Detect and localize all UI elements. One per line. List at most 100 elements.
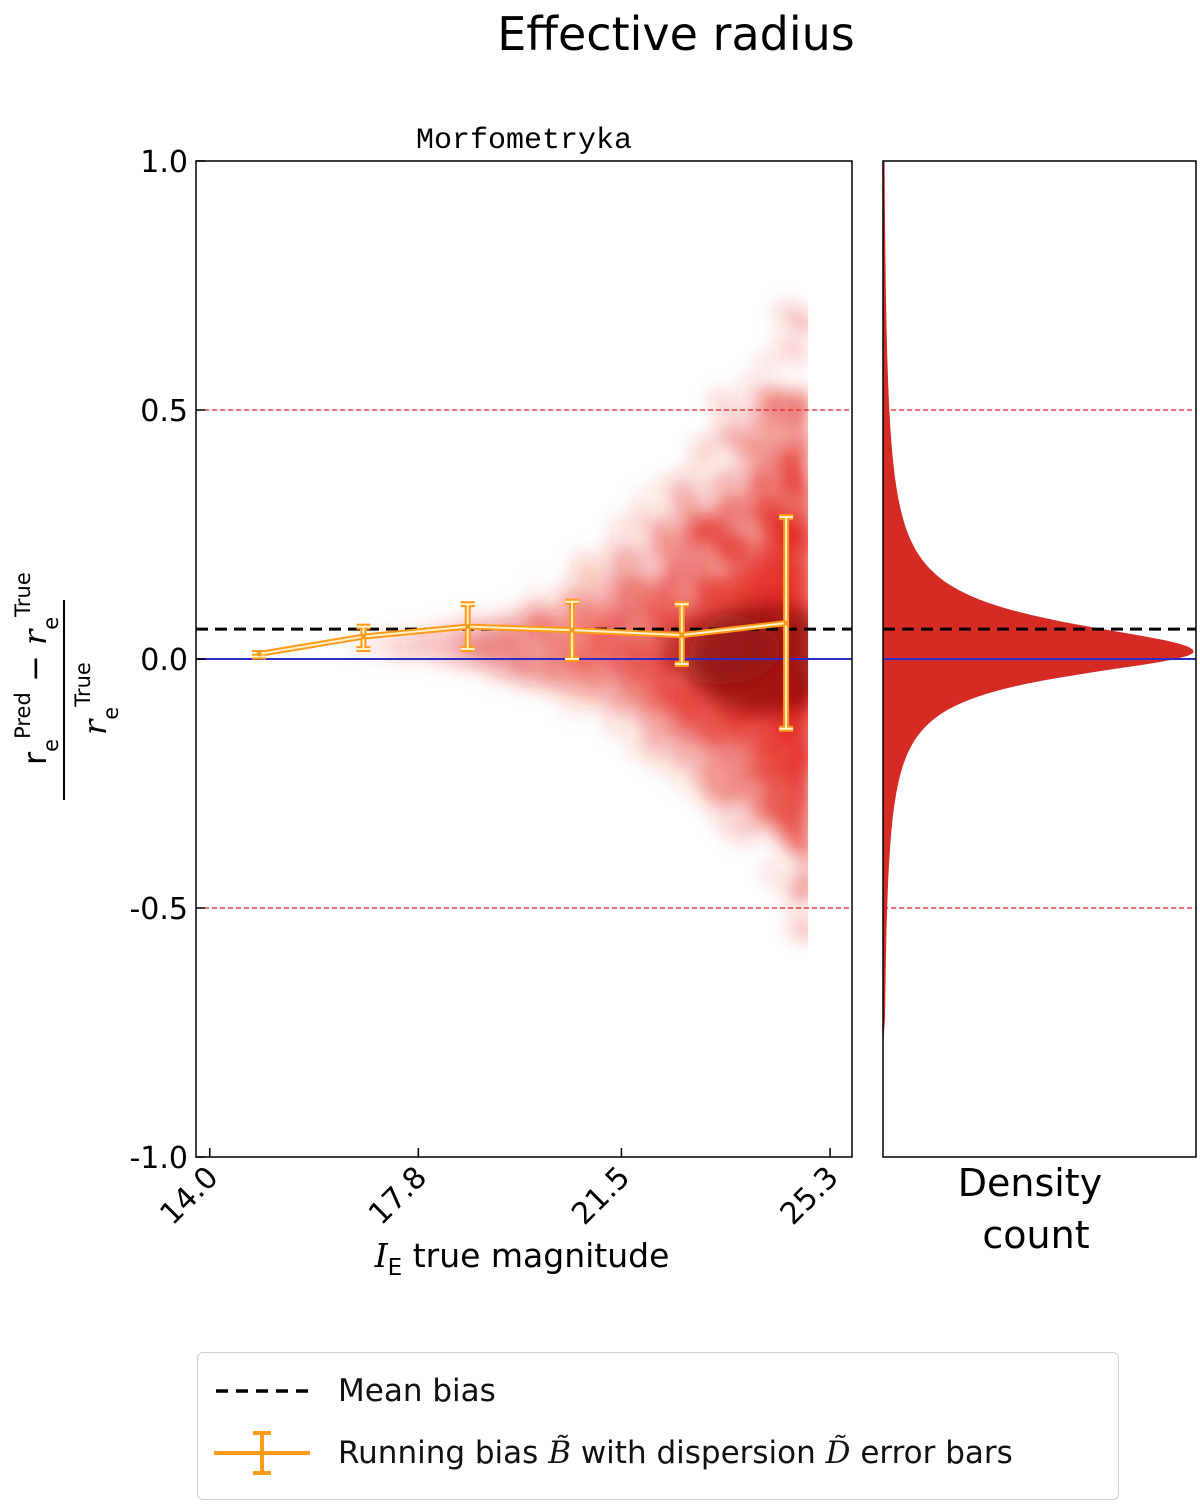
scatter-point	[787, 308, 809, 331]
scatter-point	[616, 694, 635, 713]
scatter-point	[725, 737, 746, 758]
scatter-point	[634, 563, 654, 582]
scatter-point	[710, 393, 731, 414]
scatter-point	[689, 754, 710, 774]
histogram-label-line: count	[982, 1213, 1089, 1257]
scatter-point	[657, 518, 676, 537]
scatter-point	[718, 753, 740, 774]
y-axis-label: rePred − reTrue reTrue	[11, 572, 123, 800]
scatter-point	[654, 708, 674, 728]
scatter-point	[570, 553, 588, 571]
scatter-point	[478, 608, 494, 624]
running-bias-point	[783, 620, 789, 626]
scatter-point	[766, 389, 788, 411]
scatter-point	[736, 579, 758, 601]
running-bias-series	[252, 514, 794, 732]
density-cloud	[346, 161, 852, 1157]
scatter-point	[687, 519, 708, 540]
scatter-point	[763, 862, 785, 884]
running-bias-point	[256, 651, 262, 657]
scatter-point	[604, 694, 622, 712]
scatter-point	[436, 641, 451, 656]
scatter-point	[698, 448, 718, 469]
scatter-point	[680, 466, 701, 486]
scatter-point	[562, 676, 580, 694]
scatter-point	[790, 430, 813, 453]
scatter-point	[788, 525, 811, 547]
scatter-point	[520, 643, 537, 659]
scatter-point	[419, 635, 434, 650]
scatter-point	[789, 560, 811, 583]
scatter-point	[727, 465, 748, 486]
scatter-point	[721, 552, 742, 573]
scatter-point	[602, 538, 621, 557]
scatter-point	[745, 535, 767, 557]
scatter-point	[658, 541, 678, 561]
scatter-point	[786, 343, 809, 366]
scatter-point	[629, 667, 648, 686]
scatter-point	[760, 459, 782, 481]
scatter-point	[713, 496, 734, 517]
scatter-point	[466, 660, 481, 675]
scatter-point	[747, 726, 769, 748]
legend-label-mean-bias: Mean bias	[338, 1373, 496, 1409]
scatter-point	[597, 663, 615, 682]
scatter-point	[725, 423, 746, 444]
scatter-point	[632, 598, 652, 617]
scatter-point	[368, 637, 381, 650]
scatter-point	[777, 474, 800, 497]
scatter-point	[450, 653, 465, 669]
scatter-point	[748, 747, 769, 769]
histogram-panel	[882, 160, 1197, 1158]
scatter-point	[511, 628, 527, 644]
scatter-panel: 1.00.50.0-0.5-1.014.0 17.8 21.5 25.3	[129, 145, 853, 1232]
scatter-point	[786, 746, 809, 769]
scatter-point	[689, 598, 709, 618]
scatter-point	[625, 735, 644, 754]
scatter-point	[593, 608, 611, 627]
scatter-point	[585, 562, 604, 580]
y-tick-label: 1.0	[140, 145, 188, 180]
scatter-point	[525, 629, 542, 646]
dashed-line-icon	[216, 1389, 308, 1393]
running-bias-point	[569, 627, 575, 633]
figure-title: Effective radius	[497, 7, 855, 61]
scatter-point	[618, 555, 637, 574]
scatter-point	[650, 693, 669, 713]
scatter-point	[609, 576, 628, 595]
scatter-point	[782, 405, 805, 428]
scatter-point	[643, 722, 662, 742]
scatter-point	[635, 704, 654, 724]
scatter-point	[740, 823, 761, 844]
scatter-point	[530, 605, 547, 622]
scatter-point	[679, 708, 700, 729]
scatter-point	[709, 538, 730, 559]
scatter-point	[565, 573, 583, 591]
scatter-point	[475, 637, 491, 653]
scatter-point	[787, 833, 809, 855]
scatter-point	[541, 672, 559, 689]
legend-label-running-bias: Running bias B̃ with dispersion D̃ error…	[338, 1435, 1013, 1471]
scatter-point	[672, 750, 692, 771]
scatter-point	[650, 603, 670, 623]
x-tick-label: 21.5	[565, 1160, 637, 1232]
scatter-point	[533, 641, 550, 658]
scatter-point	[713, 476, 734, 497]
scatter-point	[654, 575, 674, 595]
legend: Mean bias Running bias B̃ with dispersio…	[197, 1352, 1119, 1500]
scatter-point	[549, 644, 566, 662]
scatter-point	[638, 643, 657, 662]
scatter-point	[671, 552, 691, 572]
panel-title: Morfometryka	[416, 124, 632, 158]
scatter-point	[646, 751, 665, 770]
svg-text:rePred − reTrue: rePred − reTrue	[11, 572, 63, 765]
scatter-point	[760, 554, 782, 576]
scatter-point	[639, 516, 659, 536]
scatter-point	[723, 523, 744, 545]
scatter-point	[498, 630, 514, 646]
scatter-point	[762, 520, 784, 542]
x-tick-label: 17.8	[362, 1160, 434, 1232]
scatter-point	[708, 427, 729, 448]
scatter-point	[506, 609, 523, 625]
